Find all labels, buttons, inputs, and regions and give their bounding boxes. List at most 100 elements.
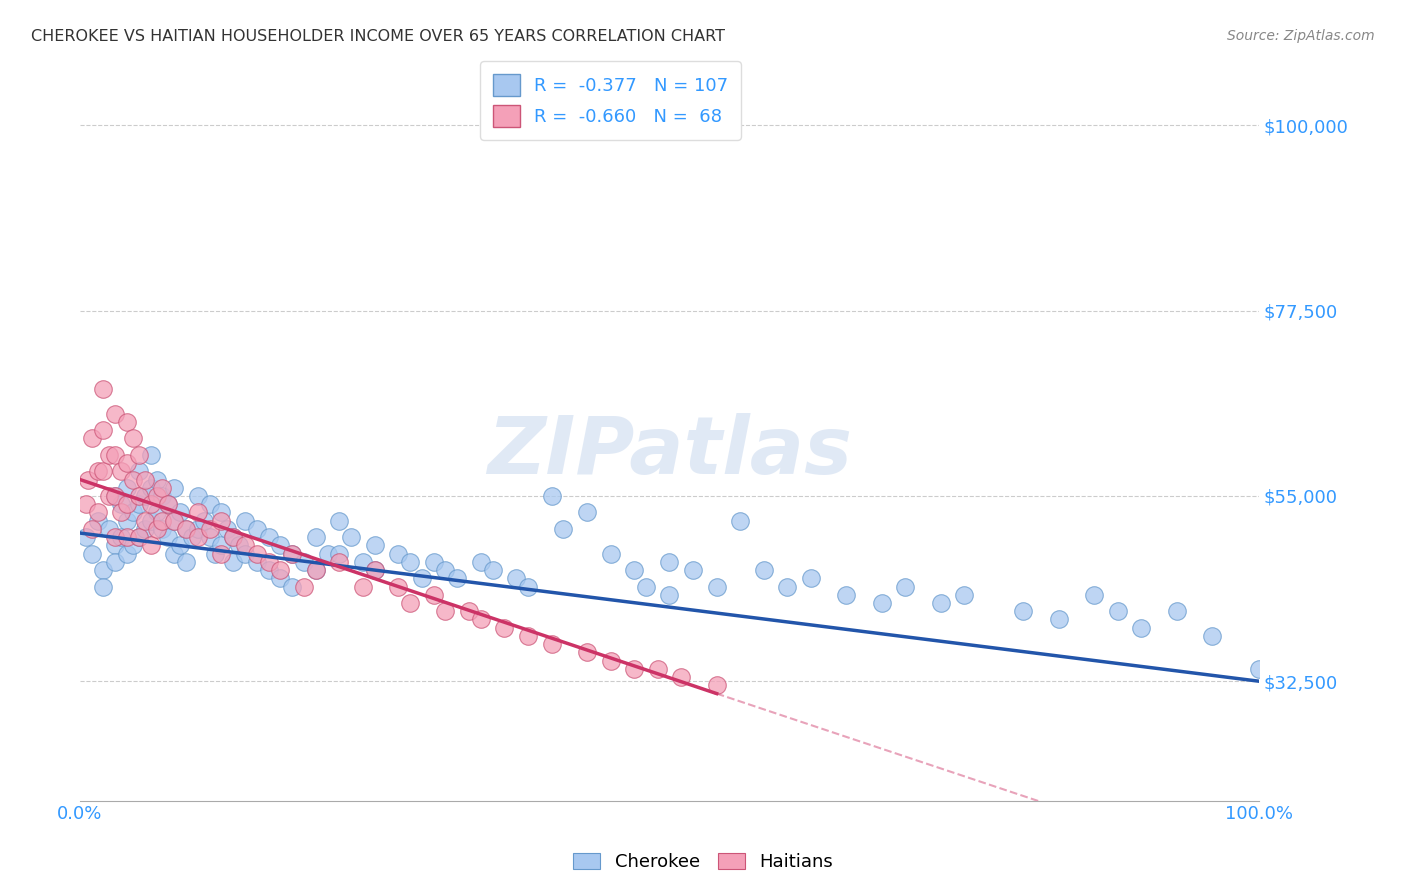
Point	[658, 588, 681, 602]
Point	[387, 547, 409, 561]
Point	[634, 580, 657, 594]
Point	[246, 555, 269, 569]
Point	[470, 612, 492, 626]
Legend: Cherokee, Haitians: Cherokee, Haitians	[565, 846, 841, 879]
Point	[1083, 588, 1105, 602]
Point	[281, 580, 304, 594]
Point	[163, 547, 186, 561]
Point	[115, 481, 138, 495]
Point	[139, 481, 162, 495]
Point	[623, 662, 645, 676]
Point	[269, 563, 291, 577]
Point	[233, 538, 256, 552]
Point	[174, 522, 197, 536]
Point	[422, 555, 444, 569]
Point	[93, 382, 115, 396]
Point	[363, 538, 385, 552]
Point	[553, 522, 575, 536]
Point	[122, 431, 145, 445]
Point	[128, 530, 150, 544]
Point	[128, 497, 150, 511]
Point	[292, 555, 315, 569]
Point	[706, 580, 728, 594]
Point	[145, 489, 167, 503]
Point	[139, 448, 162, 462]
Point	[894, 580, 917, 594]
Point	[599, 654, 621, 668]
Point	[104, 530, 127, 544]
Point	[706, 678, 728, 692]
Point	[540, 637, 562, 651]
Point	[115, 514, 138, 528]
Point	[128, 448, 150, 462]
Point	[115, 415, 138, 429]
Point	[352, 580, 374, 594]
Point	[517, 629, 540, 643]
Point	[835, 588, 858, 602]
Point	[870, 596, 893, 610]
Point	[363, 563, 385, 577]
Point	[139, 497, 162, 511]
Point	[292, 580, 315, 594]
Point	[163, 481, 186, 495]
Point	[139, 514, 162, 528]
Point	[134, 522, 156, 536]
Point	[145, 505, 167, 519]
Point	[222, 530, 245, 544]
Point	[152, 489, 174, 503]
Point	[1166, 604, 1188, 618]
Point	[86, 505, 108, 519]
Point	[86, 514, 108, 528]
Point	[128, 464, 150, 478]
Point	[233, 547, 256, 561]
Point	[246, 547, 269, 561]
Point	[1047, 612, 1070, 626]
Point	[80, 431, 103, 445]
Point	[77, 473, 100, 487]
Point	[115, 547, 138, 561]
Point	[128, 530, 150, 544]
Point	[658, 555, 681, 569]
Point	[193, 514, 215, 528]
Point	[647, 662, 669, 676]
Point	[222, 555, 245, 569]
Point	[446, 571, 468, 585]
Point	[157, 497, 180, 511]
Point	[305, 530, 328, 544]
Point	[281, 547, 304, 561]
Point	[671, 670, 693, 684]
Point	[228, 538, 250, 552]
Point	[93, 464, 115, 478]
Point	[328, 547, 350, 561]
Point	[540, 489, 562, 503]
Point	[209, 505, 232, 519]
Point	[953, 588, 976, 602]
Point	[163, 514, 186, 528]
Point	[134, 514, 156, 528]
Point	[682, 563, 704, 577]
Point	[75, 497, 97, 511]
Point	[281, 547, 304, 561]
Point	[134, 489, 156, 503]
Point	[269, 538, 291, 552]
Point	[434, 563, 457, 577]
Point	[1130, 621, 1153, 635]
Point	[104, 407, 127, 421]
Point	[575, 505, 598, 519]
Point	[198, 497, 221, 511]
Point	[1249, 662, 1271, 676]
Point	[187, 489, 209, 503]
Point	[122, 538, 145, 552]
Point	[257, 563, 280, 577]
Point	[122, 473, 145, 487]
Point	[233, 514, 256, 528]
Point	[352, 555, 374, 569]
Point	[93, 563, 115, 577]
Point	[174, 555, 197, 569]
Point	[387, 580, 409, 594]
Point	[110, 505, 132, 519]
Point	[139, 538, 162, 552]
Point	[198, 530, 221, 544]
Point	[152, 514, 174, 528]
Point	[217, 522, 239, 536]
